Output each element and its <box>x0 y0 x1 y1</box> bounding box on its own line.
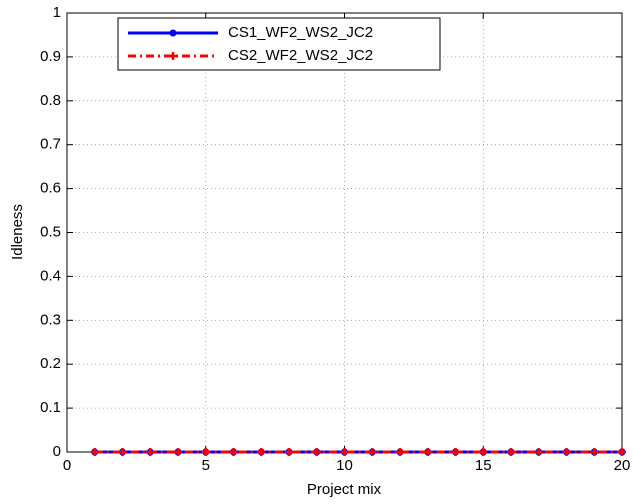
marker <box>285 448 293 456</box>
marker <box>340 448 349 456</box>
y-tick-label: 0.2 <box>40 355 61 372</box>
x-tick-label: 0 <box>63 457 71 474</box>
legend-marker <box>169 52 177 60</box>
marker <box>90 448 99 456</box>
y-tick-label: 0.1 <box>40 399 61 416</box>
marker <box>590 448 599 456</box>
legend-box <box>117 17 441 71</box>
marker <box>534 448 543 456</box>
y-tick-label: 0.8 <box>40 92 61 109</box>
marker <box>479 448 488 456</box>
plot-area <box>67 13 622 452</box>
marker <box>229 448 238 456</box>
y-tick-label: 0.9 <box>40 48 61 65</box>
y-tick-label: 0.7 <box>40 136 61 153</box>
marker <box>201 448 210 456</box>
marker <box>312 448 321 456</box>
y-tick-label: 0.6 <box>40 180 61 197</box>
marker <box>174 448 182 456</box>
marker <box>562 448 571 456</box>
marker <box>451 448 460 456</box>
marker <box>507 448 515 456</box>
y-tick-label: 0.4 <box>40 267 61 284</box>
marker <box>423 448 432 456</box>
y-tick-label: 1 <box>53 4 61 21</box>
x-tick-label: 5 <box>202 457 210 474</box>
marker <box>257 448 266 456</box>
x-tick-label: 10 <box>336 457 353 474</box>
y-tick-label: 0.5 <box>40 223 61 240</box>
legend-label: CS2_WF2_WS2_JC2 <box>228 47 373 64</box>
x-tick-label: 20 <box>614 457 631 474</box>
marker <box>368 448 377 456</box>
legend-label: CS1_WF2_WS2_JC2 <box>228 24 373 41</box>
legend-marker <box>169 29 177 37</box>
x-tick-label: 15 <box>475 457 492 474</box>
y-tick-label: 0 <box>53 443 61 460</box>
y-tick-label: 0.3 <box>40 311 61 328</box>
marker <box>118 448 127 456</box>
marker <box>146 448 155 456</box>
marker <box>618 448 626 456</box>
x-axis-label: Project mix <box>307 481 382 498</box>
y-axis-label: Idleness <box>9 204 26 260</box>
marker <box>396 448 404 456</box>
